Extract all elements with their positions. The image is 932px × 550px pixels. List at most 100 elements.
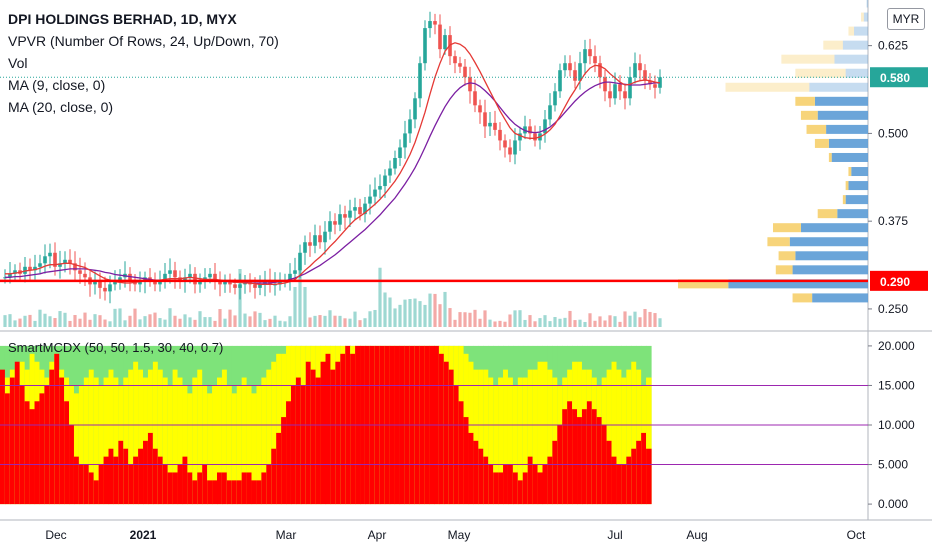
volume-bar bbox=[498, 320, 502, 327]
volume-bar bbox=[638, 317, 642, 327]
vpvr-label[interactable]: VPVR (Number Of Rows, 24, Up/Down, 70) bbox=[8, 33, 279, 49]
volume-bar bbox=[133, 308, 137, 327]
volume-bar bbox=[433, 293, 437, 327]
candle-body bbox=[438, 24, 442, 50]
mcdx-red-bar bbox=[271, 448, 277, 505]
mcdx-red-bar bbox=[498, 472, 504, 505]
volume-bar bbox=[558, 318, 562, 327]
vp-down-bar bbox=[817, 209, 838, 219]
candle-body bbox=[328, 221, 332, 232]
time-tick-label: Aug bbox=[686, 528, 707, 542]
volume-bar bbox=[588, 313, 592, 327]
volume-bar bbox=[173, 315, 177, 327]
candle-body bbox=[498, 129, 502, 141]
ma9-label[interactable]: MA (9, close, 0) bbox=[8, 77, 106, 93]
mcdx-red-bar bbox=[261, 472, 267, 505]
mcdx-red-bar bbox=[266, 464, 272, 505]
mcdx-red-bar bbox=[123, 448, 129, 505]
vp-up-bar bbox=[800, 223, 868, 233]
last-price-label-bg bbox=[870, 67, 928, 88]
mcdx-tick-label: 15.000 bbox=[878, 378, 915, 392]
candle-body bbox=[183, 277, 187, 281]
volume-bar bbox=[563, 317, 567, 327]
vol-label[interactable]: Vol bbox=[8, 55, 28, 71]
volume-bar bbox=[338, 315, 342, 327]
volume-bar bbox=[388, 297, 392, 327]
vp-up-bar bbox=[845, 68, 868, 78]
vp-up-bar bbox=[866, 0, 868, 8]
mcdx-yellow-bar bbox=[172, 369, 179, 505]
mcdx-red-bar bbox=[325, 353, 332, 505]
vp-down-bar bbox=[828, 152, 832, 162]
mcdx-red-bar bbox=[78, 464, 85, 505]
mcdx-red-bar bbox=[113, 456, 119, 505]
mcdx-red-bar bbox=[626, 456, 632, 505]
symbol-title[interactable]: DPI HOLDINGS BERHAD, 1D, MYX bbox=[8, 11, 237, 27]
ma20-label[interactable]: MA (20, close, 0) bbox=[8, 99, 114, 115]
mcdx-red-bar bbox=[310, 369, 317, 505]
volume-bar bbox=[383, 292, 387, 327]
candle-body bbox=[623, 91, 627, 99]
candle-body bbox=[413, 98, 417, 120]
indicator-label[interactable]: SmartMCDX (50, 50, 1.5, 30, 40, 0.7) bbox=[8, 340, 224, 355]
mcdx-tick-label: 0.000 bbox=[878, 497, 908, 511]
volume-bar bbox=[28, 314, 32, 327]
candle-body bbox=[633, 63, 637, 78]
candle-body bbox=[38, 263, 42, 267]
mcdx-tick-label: 5.000 bbox=[878, 458, 908, 472]
level-price-label-bg bbox=[870, 270, 928, 291]
mcdx-yellow-bar bbox=[207, 393, 213, 505]
vp-down-bar bbox=[725, 82, 810, 92]
mcdx-yellow-bar bbox=[646, 377, 652, 505]
volume-bar bbox=[453, 319, 457, 327]
volume-bar bbox=[273, 315, 277, 327]
mcdx-yellow-bar bbox=[241, 377, 248, 505]
mcdx-yellow-bar bbox=[547, 369, 553, 505]
mcdx-red-bar bbox=[202, 464, 208, 505]
mcdx-red-bar bbox=[611, 456, 618, 505]
candle-body bbox=[563, 63, 567, 71]
volume-bar bbox=[203, 317, 207, 327]
mcdx-red-bar bbox=[133, 456, 139, 505]
mcdx-red-bar bbox=[0, 369, 6, 505]
volume-bar bbox=[143, 316, 147, 327]
mcdx-red-bar bbox=[522, 472, 529, 505]
mcdx-red-bar bbox=[586, 401, 593, 505]
candle-body bbox=[598, 63, 602, 78]
mcdx-red-bar bbox=[596, 417, 603, 505]
volume-bar bbox=[308, 317, 312, 327]
mcdx-yellow-bar bbox=[182, 385, 189, 505]
volume-bar bbox=[98, 315, 102, 327]
mcdx-red-bar bbox=[59, 377, 65, 505]
mcdx-yellow-bar bbox=[626, 369, 632, 505]
candle-body bbox=[318, 235, 322, 243]
mcdx-red-bar bbox=[581, 409, 588, 505]
volume-bar bbox=[68, 320, 72, 327]
volume-bar bbox=[213, 320, 217, 327]
mcdx-yellow-bar bbox=[138, 369, 144, 505]
candle-body bbox=[8, 273, 12, 278]
mcdx-red-bar bbox=[350, 353, 356, 505]
mcdx-yellow-bar bbox=[103, 377, 110, 505]
volume-bar bbox=[178, 318, 182, 327]
candle-body bbox=[253, 284, 257, 288]
candle-body bbox=[223, 280, 227, 285]
mcdx-red-bar bbox=[157, 456, 164, 505]
volume-bar bbox=[253, 311, 257, 327]
mcdx-red-bar bbox=[182, 456, 189, 505]
volume-bar bbox=[348, 318, 352, 327]
vp-up-bar bbox=[728, 279, 868, 289]
mcdx-red-bar bbox=[88, 472, 95, 505]
mcdx-yellow-bar bbox=[537, 361, 544, 505]
volume-bar bbox=[493, 321, 497, 327]
volume-bar bbox=[463, 312, 467, 327]
currency-button[interactable]: MYR bbox=[887, 8, 925, 30]
candle-body bbox=[208, 273, 212, 278]
candle-body bbox=[233, 284, 237, 288]
volume-bar bbox=[373, 309, 377, 327]
mcdx-red-bar bbox=[241, 472, 248, 505]
volume-bar bbox=[63, 312, 67, 327]
candle-body bbox=[488, 122, 492, 127]
mcdx-yellow-bar bbox=[88, 369, 95, 505]
